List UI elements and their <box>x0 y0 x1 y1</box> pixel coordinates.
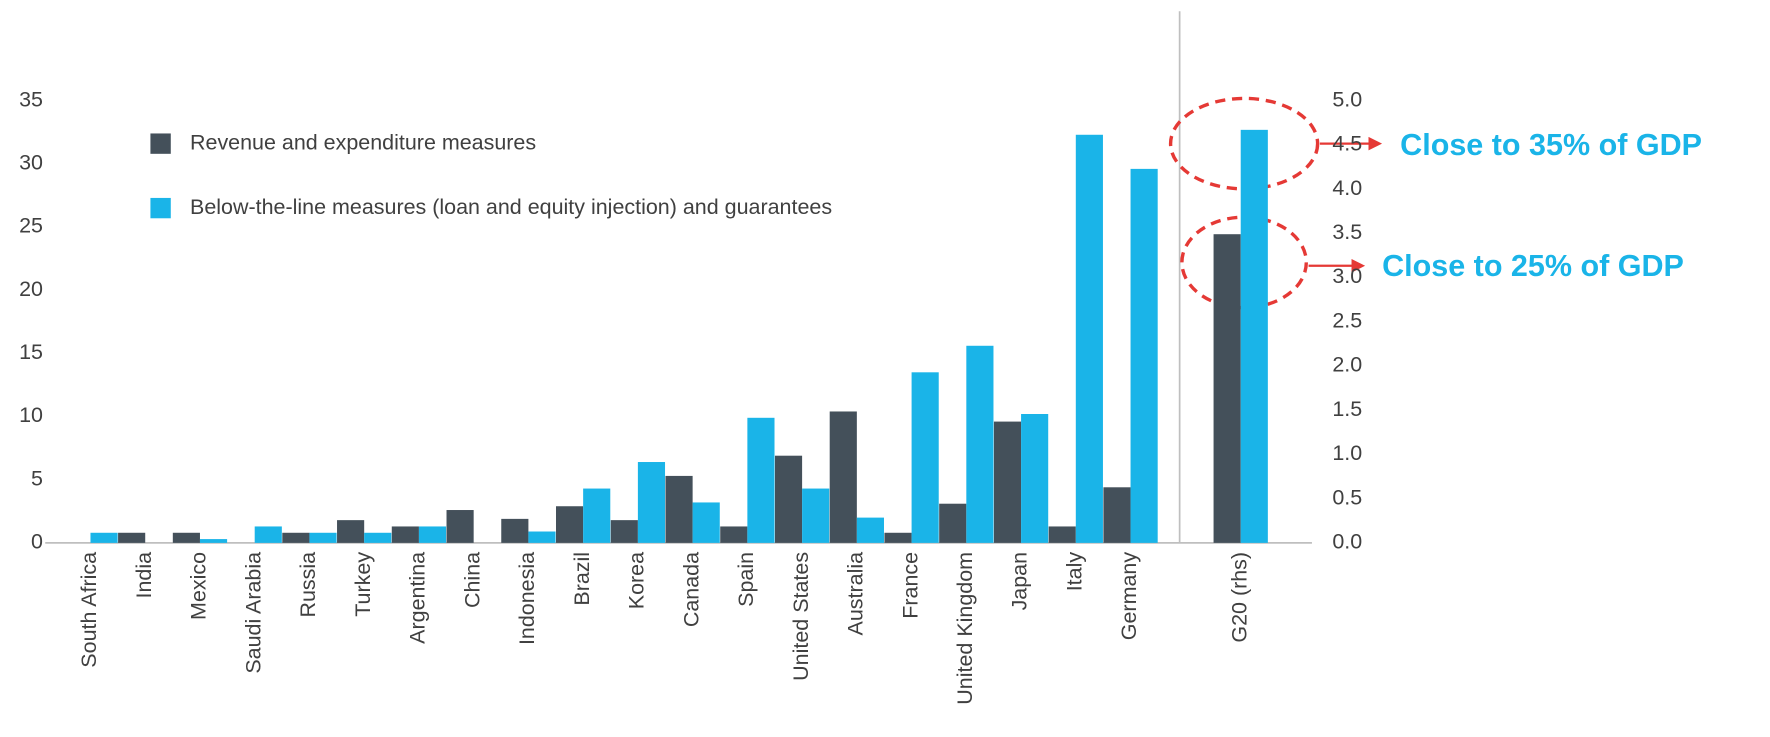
x-tick-label: Canada <box>679 552 703 627</box>
x-tick-label: Mexico <box>187 552 211 620</box>
bar <box>1075 134 1103 543</box>
x-tick-label: Italy <box>1062 552 1086 592</box>
x-tick-label: Germany <box>1117 552 1141 641</box>
x-tick-label: South Africa <box>77 552 101 668</box>
y-tick-label: 15 <box>19 340 43 364</box>
y-tick-label: 0 <box>31 530 43 554</box>
y-tick-label: 5 <box>31 466 43 490</box>
x-tick-label: G20 (rhs) <box>1227 552 1251 643</box>
bar <box>254 526 282 543</box>
bar <box>118 532 146 543</box>
x-tick-label: France <box>898 552 922 619</box>
y2-tick-label: 4.5 <box>1332 132 1362 156</box>
bar <box>829 411 857 543</box>
y-tick-label: 30 <box>19 151 43 175</box>
y2-tick-label: 3.0 <box>1332 264 1362 288</box>
x-tick-label: Korea <box>625 552 649 609</box>
bar <box>911 372 939 543</box>
x-tick-label: Australia <box>844 552 868 636</box>
bar <box>282 532 310 543</box>
bar <box>446 510 474 543</box>
y-tick-label: 10 <box>19 403 43 427</box>
x-tick-label: China <box>460 552 484 608</box>
x-tick-label: Brazil <box>570 552 594 606</box>
bar <box>501 518 529 543</box>
x-tick-label: Saudi Arabia <box>241 552 265 674</box>
legend-label: Revenue and expenditure measures <box>190 130 536 154</box>
bar <box>939 503 967 543</box>
bar <box>364 532 392 543</box>
y2-tick-label: 2.0 <box>1332 353 1362 377</box>
x-tick-label: United States <box>789 552 813 681</box>
bar <box>637 462 666 543</box>
y2-tick-label: 0.5 <box>1332 485 1362 509</box>
arrow-head <box>1368 136 1383 151</box>
bar <box>692 502 720 543</box>
bar <box>1103 487 1131 543</box>
y2-tick-label: 1.5 <box>1332 397 1362 421</box>
bar <box>966 345 994 543</box>
legend-swatch <box>150 197 171 219</box>
bar <box>747 417 775 543</box>
bar <box>337 520 365 543</box>
y2-tick-label: 1.0 <box>1332 441 1362 465</box>
y2-tick-label: 3.5 <box>1332 220 1362 244</box>
bar <box>555 506 584 543</box>
bar <box>391 526 419 543</box>
bar <box>720 526 748 543</box>
legend-swatch <box>150 133 171 154</box>
plot: Close to 35% of GDP Close to 25% of GDP … <box>19 11 1702 705</box>
bar <box>993 421 1022 543</box>
y-tick-label: 25 <box>19 214 43 238</box>
x-tick-label: India <box>132 552 156 599</box>
x-tick-label: Indonesia <box>515 552 539 645</box>
bar <box>856 517 884 543</box>
y2-tick-label: 2.5 <box>1332 308 1362 332</box>
bar <box>665 475 693 543</box>
bar <box>90 532 118 543</box>
bar <box>802 488 830 543</box>
bar <box>309 532 337 543</box>
bar <box>418 526 447 543</box>
legend-label: Below-the-line measures (loan and equity… <box>190 195 832 219</box>
bar <box>1240 129 1268 543</box>
x-tick-label: Japan <box>1008 552 1032 610</box>
bar <box>172 532 200 543</box>
annotation: Close to 35% of GDP <box>1400 128 1702 162</box>
bar <box>199 539 228 543</box>
x-tick-label: Russia <box>296 552 320 618</box>
y-tick-label: 35 <box>19 87 43 111</box>
bar <box>884 532 912 543</box>
x-tick-label: Argentina <box>406 552 430 644</box>
y2-tick-label: 4.0 <box>1332 176 1362 200</box>
bar <box>1213 234 1241 543</box>
y2-tick-label: 0.0 <box>1332 530 1362 554</box>
bar <box>1021 414 1049 543</box>
arrow-head <box>1351 258 1366 273</box>
bar <box>528 531 556 543</box>
x-tick-label: United Kingdom <box>953 552 977 705</box>
annotation: Close to 25% of GDP <box>1382 249 1684 283</box>
bar <box>1048 526 1076 543</box>
bar <box>774 455 803 543</box>
x-tick-label: Turkey <box>351 552 375 617</box>
y-tick-label: 20 <box>19 277 43 301</box>
bar <box>583 488 611 543</box>
bar <box>610 520 638 543</box>
bar <box>1130 168 1158 543</box>
x-tick-label: Spain <box>734 552 758 607</box>
y2-tick-label: 5.0 <box>1332 87 1362 111</box>
